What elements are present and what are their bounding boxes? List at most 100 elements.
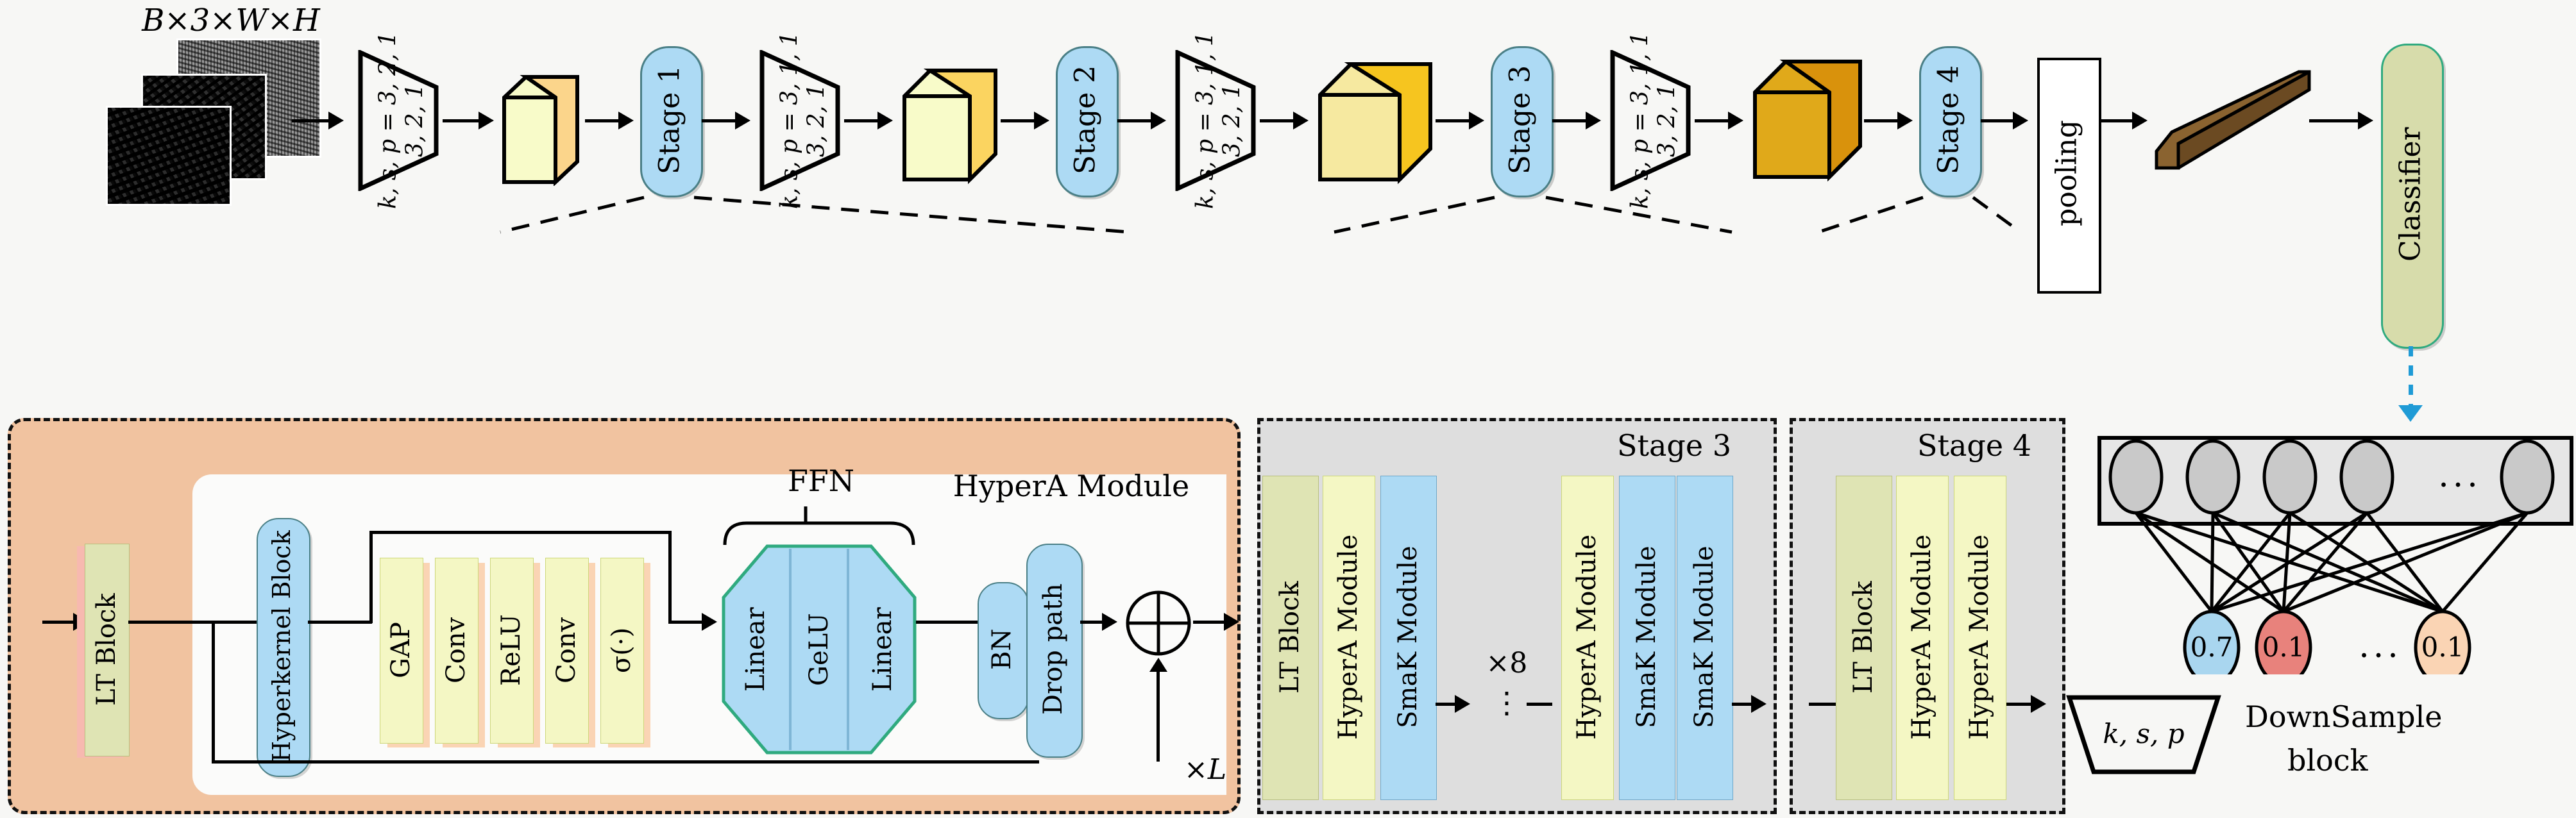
featuremap-4 bbox=[1750, 55, 1865, 183]
flow-arrowhead-4 bbox=[735, 112, 750, 129]
stage3-mid-arrowhead bbox=[1455, 695, 1470, 713]
stage4-detail-title: Stage 4 bbox=[1917, 428, 2031, 463]
downsample-block-1-line1: k, s, p = 3, 2, 1 bbox=[375, 31, 402, 210]
hyperkernel-block[interactable] bbox=[257, 518, 310, 777]
flow-arrowhead-10 bbox=[1586, 112, 1601, 129]
se-conv2-block[interactable] bbox=[545, 558, 589, 744]
se-gap-label: GAP bbox=[386, 622, 416, 678]
ffn-group bbox=[721, 544, 917, 755]
stage4-hypera2-block[interactable] bbox=[1954, 476, 2006, 800]
bn-label: BN bbox=[987, 628, 1017, 671]
se-relu-block[interactable] bbox=[490, 558, 534, 744]
stage3-out-arrowhead bbox=[1751, 695, 1767, 713]
flow-arrowhead-8 bbox=[1293, 112, 1309, 129]
stage4-in-line bbox=[1809, 703, 1838, 706]
flow-arrow-11 bbox=[1695, 119, 1731, 122]
se-conv1-block[interactable] bbox=[435, 558, 479, 744]
downsample-block-1-line2: 3, 2, 1 bbox=[402, 83, 428, 158]
downsample-block-2-line2: 3, 2, 1 bbox=[803, 83, 830, 158]
input-image-front bbox=[106, 106, 232, 206]
hypera-lt-block[interactable] bbox=[85, 544, 130, 756]
stage3-lt-block[interactable] bbox=[1262, 476, 1319, 800]
hypera-se-top-line bbox=[369, 531, 671, 534]
flow-arrow-3 bbox=[585, 119, 621, 122]
se-gap-block[interactable] bbox=[380, 558, 423, 744]
hypera-output-line bbox=[1193, 621, 1229, 624]
stage4-hypera1-block[interactable] bbox=[1896, 476, 1949, 800]
se-sigma-label: σ(·) bbox=[607, 627, 636, 673]
ffn-label: FFN bbox=[787, 463, 855, 498]
stage3-repeat-label: ×8 bbox=[1486, 646, 1528, 680]
stage4-out-line bbox=[2006, 703, 2035, 706]
droppath-to-sum-arrowhead bbox=[1102, 613, 1117, 631]
output-prob-0: 0.7 bbox=[2190, 631, 2233, 663]
stage-4-block[interactable] bbox=[1919, 46, 1982, 197]
hypera-input-line bbox=[42, 621, 77, 624]
hypera-module-title: HyperA Module bbox=[953, 469, 1190, 503]
stage3-out-line bbox=[1732, 703, 1755, 706]
flow-arrow-7 bbox=[1117, 119, 1153, 122]
classifier-block[interactable] bbox=[2381, 44, 2444, 349]
pooled-vector bbox=[2153, 62, 2313, 177]
stage-1-block[interactable] bbox=[640, 46, 703, 197]
stage3-smak3-label: SmaK Module bbox=[1690, 546, 1719, 729]
hyperkernel-block-text: Hyperkernel Block bbox=[267, 530, 296, 762]
hyperkernel-block-label: Hyperkernel Block bbox=[254, 518, 310, 774]
downsample-block-3-line1: k, s, p = 3, 1, 1 bbox=[1192, 31, 1219, 210]
ffn-gelu-label: GeLU bbox=[804, 613, 834, 686]
flow-arrow-12 bbox=[1864, 119, 1900, 122]
droppath-to-sum-line bbox=[1080, 621, 1106, 624]
se-sigma-block[interactable] bbox=[600, 558, 644, 744]
stage-2-block[interactable] bbox=[1056, 46, 1119, 197]
hypera-se-down-line bbox=[668, 531, 672, 623]
flow-arrowhead-5 bbox=[877, 112, 893, 129]
stage-2-label: Stage 2 bbox=[1069, 65, 1102, 175]
drop-path-block[interactable] bbox=[1026, 544, 1083, 758]
stage3-lt-block-label: LT Block bbox=[1275, 581, 1305, 694]
pooling-block[interactable] bbox=[2037, 58, 2101, 294]
flow-arrow-13 bbox=[1981, 119, 2015, 122]
featuremap-3 bbox=[1315, 58, 1437, 186]
stage3-hypera-block[interactable] bbox=[1323, 476, 1375, 800]
output-hidden-ellipsis: ... bbox=[2438, 456, 2482, 495]
se-conv1-label: Conv bbox=[441, 617, 471, 683]
downsample-block-3-line2: 3, 2, 1 bbox=[1219, 83, 1246, 158]
stage3-hypera-label: HyperA Module bbox=[1334, 534, 1363, 740]
legend-label-line2: block bbox=[2287, 743, 2368, 778]
stage4-lt-block[interactable] bbox=[1836, 476, 1892, 800]
hypera-bypass-bottom bbox=[212, 760, 1039, 764]
flow-arrow-15 bbox=[2309, 119, 2360, 122]
output-class-ellipsis: ... bbox=[2359, 627, 2402, 665]
stage4-lt-block-label: LT Block bbox=[1849, 581, 1878, 694]
ffn-linear1-label: Linear bbox=[741, 607, 770, 692]
ffn-brace bbox=[723, 506, 915, 546]
hypera-lt-block-label: LT Block bbox=[92, 593, 121, 706]
ffn-linear2-label: Linear bbox=[868, 607, 897, 692]
downsample-block-4-line1: k, s, p = 3, 1, 1 bbox=[1627, 31, 1654, 210]
ffn-to-bn-line bbox=[916, 621, 979, 624]
flow-arrow-10 bbox=[1552, 119, 1588, 122]
legend-downsample-symbol bbox=[2060, 691, 2227, 781]
stage3-smak2-block[interactable] bbox=[1619, 476, 1675, 800]
flow-arrow-8 bbox=[1260, 119, 1296, 122]
hyperkernel-out-line bbox=[308, 621, 372, 624]
stage3-smak-block[interactable] bbox=[1380, 476, 1437, 800]
flow-arrowhead-15 bbox=[2358, 112, 2373, 129]
panel-connector-lines bbox=[500, 196, 2022, 234]
bn-block[interactable] bbox=[978, 582, 1029, 719]
hypera-output-arrowhead bbox=[1224, 613, 1239, 631]
stage3-hypera2-block[interactable] bbox=[1561, 476, 1614, 800]
stage-4-label: Stage 4 bbox=[1932, 65, 1965, 175]
legend-label-line1: DownSample bbox=[2245, 699, 2443, 734]
stage3-ellipsis-line bbox=[1527, 703, 1552, 706]
flow-arrowhead-12 bbox=[1897, 112, 1913, 129]
output-prob-2: 0.1 bbox=[2421, 631, 2464, 663]
residual-sum-node bbox=[1124, 588, 1193, 658]
stage3-smak3-block[interactable] bbox=[1677, 476, 1733, 800]
stage4-hypera2-label: HyperA Module bbox=[1965, 534, 1994, 740]
downsample-block-4 bbox=[1609, 49, 1692, 192]
stage3-mid-line bbox=[1436, 703, 1459, 706]
flow-arrow-14 bbox=[2099, 119, 2135, 122]
flow-arrow-5 bbox=[844, 119, 880, 122]
featuremap-2 bbox=[899, 64, 1002, 186]
